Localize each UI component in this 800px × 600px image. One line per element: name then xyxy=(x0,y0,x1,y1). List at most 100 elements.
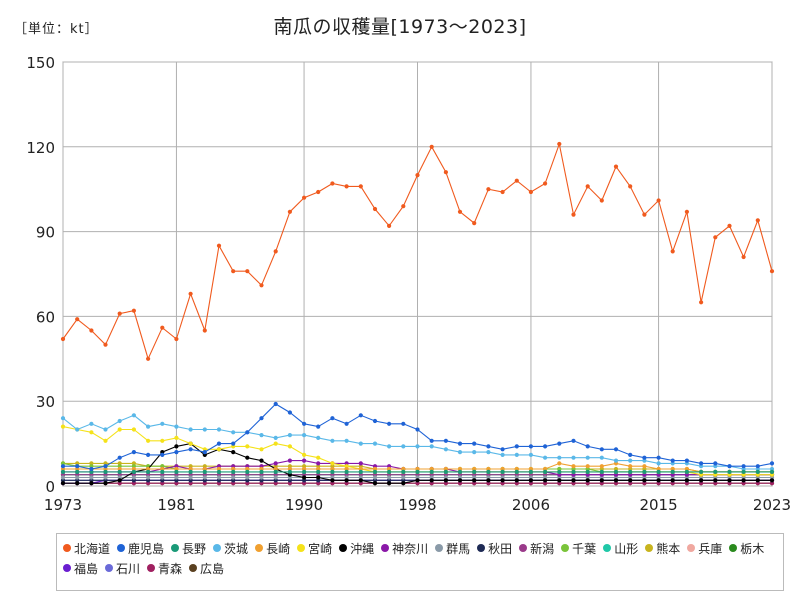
data-point xyxy=(543,478,548,483)
legend-label: 鹿児島 xyxy=(128,541,165,556)
legend-marker xyxy=(213,544,222,552)
data-point xyxy=(628,481,633,486)
legend-label: 千葉 xyxy=(572,541,597,556)
data-point xyxy=(202,450,207,455)
data-point xyxy=(472,478,477,483)
data-point xyxy=(330,469,335,474)
data-point xyxy=(146,469,151,474)
data-point xyxy=(599,198,604,203)
data-point xyxy=(528,452,534,457)
legend-marker xyxy=(687,544,696,552)
data-point xyxy=(514,452,519,457)
data-point xyxy=(571,469,576,474)
data-point xyxy=(344,438,349,443)
data-point xyxy=(457,450,463,455)
data-point xyxy=(713,235,718,240)
data-point xyxy=(75,317,80,322)
data-point xyxy=(415,469,420,474)
data-point xyxy=(202,328,207,333)
data-point xyxy=(174,466,179,472)
data-point xyxy=(259,481,264,486)
data-point xyxy=(160,481,165,486)
data-point xyxy=(486,466,491,472)
grid-layer xyxy=(62,61,773,487)
legend-item: 栃木 xyxy=(729,538,764,558)
data-point xyxy=(117,311,122,316)
data-point xyxy=(415,481,420,486)
series-layer xyxy=(60,141,775,486)
data-point xyxy=(457,478,463,483)
data-point xyxy=(75,469,80,474)
data-point xyxy=(316,424,321,429)
data-point xyxy=(585,464,590,469)
data-point xyxy=(174,444,179,449)
data-point xyxy=(131,450,136,455)
y-tick-label: 150 xyxy=(26,54,55,72)
data-point xyxy=(60,481,66,486)
data-point xyxy=(174,435,179,440)
data-point xyxy=(571,455,576,460)
legend-label: 北海道 xyxy=(74,541,111,556)
data-point xyxy=(89,475,94,480)
data-point xyxy=(628,458,633,463)
data-point xyxy=(429,144,434,149)
data-point xyxy=(571,481,576,486)
data-point xyxy=(443,438,448,443)
data-point xyxy=(131,481,136,486)
data-point xyxy=(741,478,746,483)
data-point xyxy=(486,187,491,192)
data-point xyxy=(103,342,108,347)
data-point xyxy=(188,441,193,446)
legend-label: 宮崎 xyxy=(308,541,333,556)
data-point xyxy=(202,469,207,474)
data-point xyxy=(613,481,619,486)
legend-marker xyxy=(255,544,264,552)
data-point xyxy=(528,481,534,486)
legend-marker xyxy=(603,544,612,552)
data-point xyxy=(60,416,66,421)
data-point xyxy=(628,452,633,457)
data-point xyxy=(202,475,207,480)
data-point xyxy=(514,178,519,183)
data-point xyxy=(202,466,207,472)
data-point xyxy=(684,458,690,463)
legend-item: 神奈川 xyxy=(381,538,428,558)
legend-marker xyxy=(189,564,198,572)
data-point xyxy=(741,469,746,474)
data-point xyxy=(344,421,349,426)
data-point xyxy=(755,464,760,469)
data-point xyxy=(174,424,179,429)
data-point xyxy=(500,466,505,472)
data-point xyxy=(358,466,363,472)
data-point xyxy=(656,478,661,483)
data-point xyxy=(401,204,406,209)
legend-label: 栃木 xyxy=(740,541,765,556)
data-point xyxy=(401,421,406,426)
data-point xyxy=(415,478,420,483)
data-point xyxy=(557,455,562,460)
legend-item: 茨城 xyxy=(213,538,248,558)
unit-label: ［単位：kt］ xyxy=(14,22,99,37)
data-point xyxy=(401,444,406,449)
data-point xyxy=(656,461,661,466)
data-point xyxy=(231,475,236,480)
data-point xyxy=(89,466,94,472)
y-tick-label: 90 xyxy=(36,224,55,242)
data-point xyxy=(599,455,604,460)
data-point xyxy=(514,444,519,449)
data-point xyxy=(528,189,534,195)
data-point xyxy=(755,469,760,474)
data-point xyxy=(670,458,675,463)
data-point xyxy=(443,466,448,472)
data-point xyxy=(457,209,463,214)
data-point xyxy=(174,450,179,455)
data-point xyxy=(557,461,562,466)
data-point xyxy=(557,481,562,486)
data-point xyxy=(769,469,775,474)
data-point xyxy=(699,461,704,466)
data-point xyxy=(684,209,690,214)
data-point xyxy=(472,221,477,226)
data-point xyxy=(457,481,463,486)
data-point xyxy=(443,170,448,175)
data-point xyxy=(259,416,264,421)
